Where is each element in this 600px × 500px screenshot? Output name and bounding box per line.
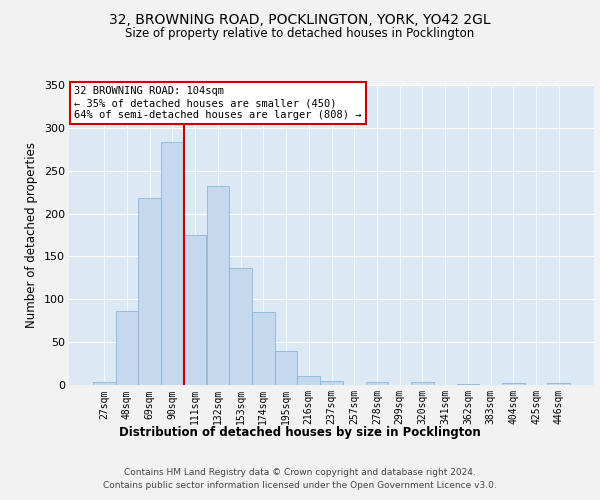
Bar — [365, 382, 388, 385]
Bar — [457, 384, 479, 385]
Bar — [161, 142, 184, 385]
Bar — [139, 198, 161, 385]
Y-axis label: Number of detached properties: Number of detached properties — [25, 142, 38, 328]
Text: 32 BROWNING ROAD: 104sqm
← 35% of detached houses are smaller (450)
64% of semi-: 32 BROWNING ROAD: 104sqm ← 35% of detach… — [74, 86, 362, 120]
Bar — [320, 380, 343, 385]
Bar — [206, 186, 229, 385]
Text: Size of property relative to detached houses in Pocklington: Size of property relative to detached ho… — [125, 28, 475, 40]
Bar — [229, 268, 252, 385]
Bar — [298, 376, 320, 385]
Bar — [502, 384, 524, 385]
Bar — [252, 312, 275, 385]
Text: Contains HM Land Registry data © Crown copyright and database right 2024.: Contains HM Land Registry data © Crown c… — [124, 468, 476, 477]
Text: Distribution of detached houses by size in Pocklington: Distribution of detached houses by size … — [119, 426, 481, 439]
Bar — [411, 382, 434, 385]
Bar — [116, 312, 139, 385]
Bar — [547, 384, 570, 385]
Bar — [275, 350, 298, 385]
Text: 32, BROWNING ROAD, POCKLINGTON, YORK, YO42 2GL: 32, BROWNING ROAD, POCKLINGTON, YORK, YO… — [109, 12, 491, 26]
Bar — [93, 382, 116, 385]
Text: Contains public sector information licensed under the Open Government Licence v3: Contains public sector information licen… — [103, 482, 497, 490]
Bar — [184, 235, 206, 385]
